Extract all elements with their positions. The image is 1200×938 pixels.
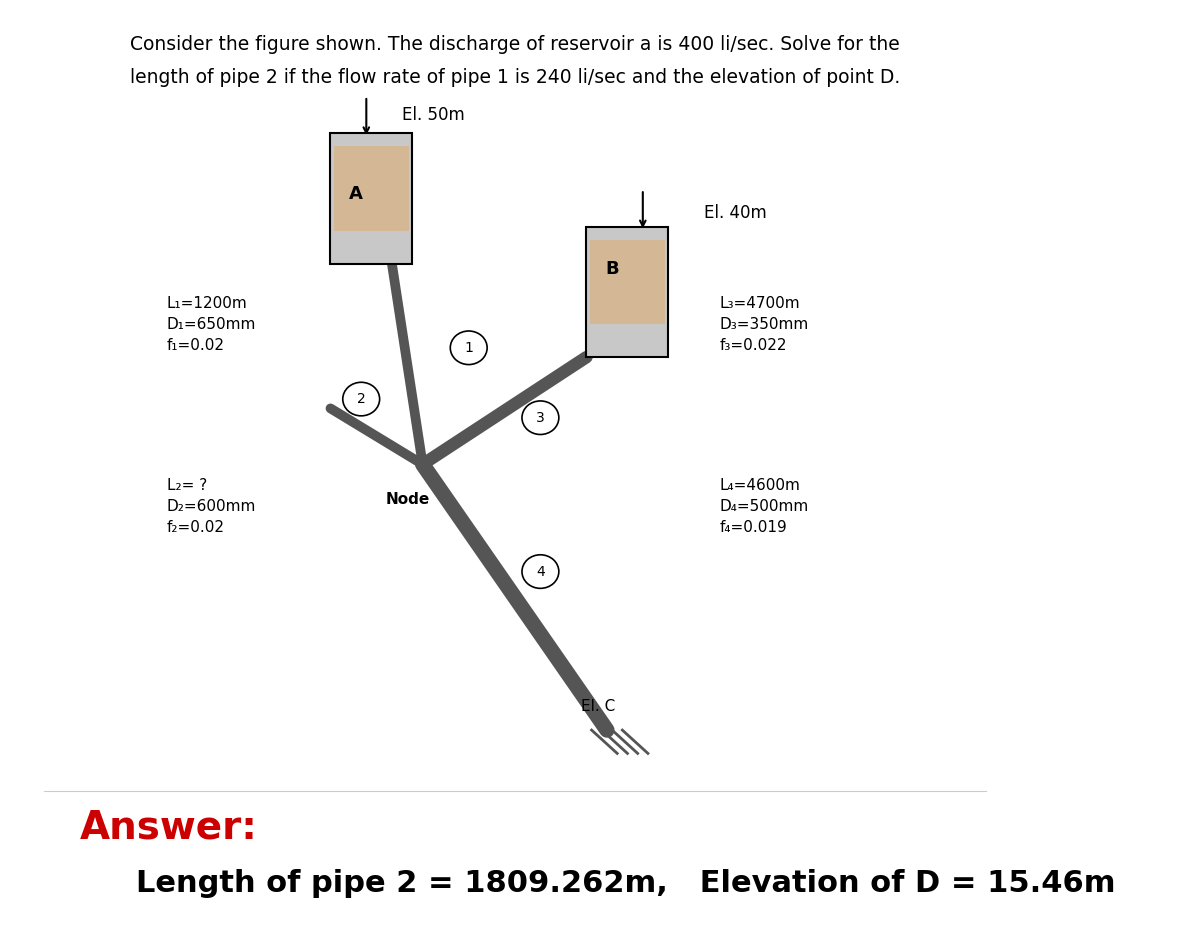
Text: Answer:: Answer: — [79, 809, 258, 847]
Text: B: B — [605, 260, 619, 278]
Circle shape — [522, 554, 559, 588]
Text: El. C: El. C — [581, 699, 616, 714]
Text: L₄=4600m
D₄=500mm
f₄=0.019: L₄=4600m D₄=500mm f₄=0.019 — [720, 477, 809, 535]
Text: El. 50m: El. 50m — [402, 106, 464, 124]
FancyBboxPatch shape — [330, 133, 413, 264]
Text: El. 40m: El. 40m — [704, 204, 767, 221]
Text: Node: Node — [385, 492, 430, 507]
FancyBboxPatch shape — [587, 227, 668, 357]
Circle shape — [343, 383, 379, 416]
Circle shape — [450, 331, 487, 365]
Text: 1: 1 — [464, 340, 473, 355]
Text: Length of pipe 2 = 1809.262m,   Elevation of D = 15.46m: Length of pipe 2 = 1809.262m, Elevation … — [136, 870, 1116, 899]
Circle shape — [522, 401, 559, 434]
Text: 2: 2 — [356, 392, 366, 406]
Text: L₁=1200m
D₁=650mm
f₁=0.02: L₁=1200m D₁=650mm f₁=0.02 — [167, 296, 256, 353]
Text: L₃=4700m
D₃=350mm
f₃=0.022: L₃=4700m D₃=350mm f₃=0.022 — [720, 296, 809, 353]
FancyBboxPatch shape — [334, 146, 409, 232]
Text: 3: 3 — [536, 411, 545, 425]
Text: L₂= ?
D₂=600mm
f₂=0.02: L₂= ? D₂=600mm f₂=0.02 — [167, 477, 256, 535]
Text: A: A — [349, 185, 364, 203]
Text: 4: 4 — [536, 565, 545, 579]
Text: Consider the figure shown. The discharge of reservoir a is 400 li/sec. Solve for: Consider the figure shown. The discharge… — [130, 36, 900, 54]
FancyBboxPatch shape — [589, 239, 665, 325]
Text: length of pipe 2 if the flow rate of pipe 1 is 240 li/sec and the elevation of p: length of pipe 2 if the flow rate of pip… — [130, 68, 900, 87]
